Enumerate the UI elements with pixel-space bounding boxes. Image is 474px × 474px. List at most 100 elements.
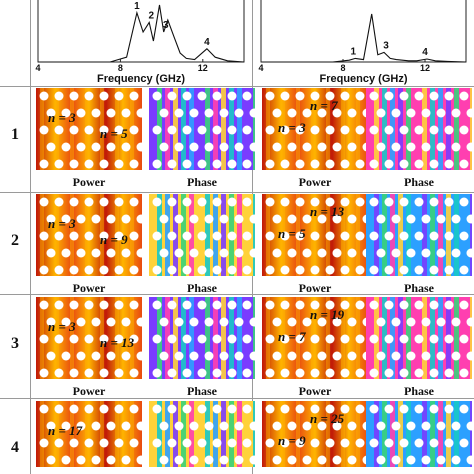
hole: [295, 334, 305, 344]
power-stripe: [281, 401, 285, 467]
hole: [340, 91, 350, 101]
hole: [174, 142, 184, 152]
hole: [369, 300, 379, 310]
hole: [332, 317, 342, 327]
hole: [69, 265, 79, 275]
hole: [121, 351, 131, 361]
hole: [182, 334, 192, 344]
hole: [466, 421, 472, 431]
hole: [369, 334, 379, 344]
hole: [167, 300, 177, 310]
grid-line-label-column: [30, 0, 31, 474]
hole: [204, 351, 214, 361]
hole: [406, 421, 416, 431]
phase-stripe: [398, 401, 403, 467]
hole: [54, 231, 64, 241]
phase-stripe: [430, 401, 435, 467]
hole: [91, 214, 101, 224]
hole: [421, 421, 431, 431]
hole: [369, 125, 379, 135]
hole: [406, 248, 416, 258]
hole: [234, 317, 244, 327]
hole: [376, 108, 386, 118]
hole: [340, 197, 350, 207]
phase-map: [149, 194, 255, 276]
hole: [197, 300, 207, 310]
hole: [69, 334, 79, 344]
hole: [121, 317, 131, 327]
hole: [76, 142, 86, 152]
hole: [76, 421, 86, 431]
hole: [436, 317, 446, 327]
hole: [317, 421, 327, 431]
phase-stripe: [462, 401, 467, 467]
hole: [369, 231, 379, 241]
hole: [167, 368, 177, 378]
hole: [197, 334, 207, 344]
hole: [429, 300, 439, 310]
hole: [332, 351, 342, 361]
hole: [234, 214, 244, 224]
hole: [310, 368, 320, 378]
hole: [317, 248, 327, 258]
phase-stripe: [422, 401, 427, 467]
hole: [197, 404, 207, 414]
hole: [399, 404, 409, 414]
hole: [114, 125, 124, 135]
hole: [265, 334, 275, 344]
hole: [219, 248, 229, 258]
hole: [76, 351, 86, 361]
hole: [46, 142, 56, 152]
hole: [242, 197, 252, 207]
hole: [197, 125, 207, 135]
hole: [265, 300, 275, 310]
phase-stripe: [165, 401, 170, 467]
hole: [295, 404, 305, 414]
hole: [152, 91, 162, 101]
hole: [84, 368, 94, 378]
hole: [39, 265, 49, 275]
hole: [444, 265, 454, 275]
power-panel: [36, 297, 142, 379]
hole: [280, 91, 290, 101]
hole: [129, 125, 139, 135]
hole: [429, 404, 439, 414]
hole: [61, 248, 71, 258]
power-map: [36, 194, 142, 276]
hole: [54, 125, 64, 135]
power-panel: [36, 194, 142, 276]
hole: [347, 108, 357, 118]
phase-stripe: [438, 88, 443, 170]
hole: [84, 334, 94, 344]
hole: [287, 108, 297, 118]
hole: [459, 91, 469, 101]
phase-stripe: [382, 401, 387, 467]
hole: [197, 197, 207, 207]
spectrum-line: [261, 13, 467, 63]
hole: [197, 159, 207, 169]
hole: [414, 159, 424, 169]
phase-stripe: [253, 194, 255, 276]
peak-label: 1: [134, 1, 140, 12]
power-caption: Power: [72, 281, 106, 295]
hole: [182, 197, 192, 207]
phase-stripe: [149, 194, 154, 276]
hole: [347, 214, 357, 224]
hole: [54, 265, 64, 275]
power-map: [36, 88, 142, 170]
hole: [414, 438, 424, 448]
x-axis-label: Frequency (GHz): [319, 73, 407, 85]
hole: [189, 142, 199, 152]
hole: [429, 334, 439, 344]
hole: [234, 142, 244, 152]
hole: [436, 351, 446, 361]
hole: [167, 231, 177, 241]
hole: [295, 368, 305, 378]
hole: [39, 91, 49, 101]
hole: [99, 334, 109, 344]
hole: [436, 214, 446, 224]
phase-stripe: [422, 88, 427, 170]
hole: [174, 248, 184, 258]
hole: [421, 248, 431, 258]
